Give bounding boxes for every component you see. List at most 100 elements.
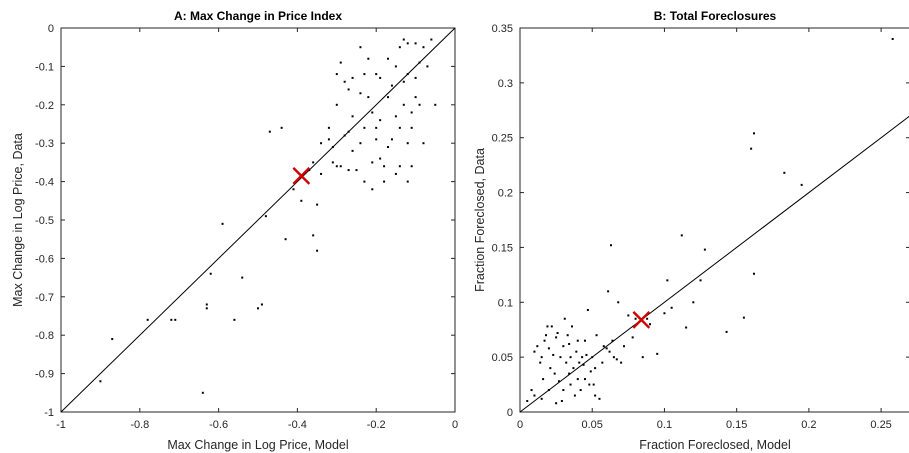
reference-line-45deg	[519, 115, 909, 413]
data-point	[558, 380, 560, 383]
data-point	[753, 272, 755, 275]
data-point	[576, 339, 579, 342]
data-point	[201, 391, 204, 394]
mean-marker-stroke-2	[632, 310, 651, 329]
data-point	[343, 80, 346, 83]
data-point	[617, 301, 620, 304]
data-point	[379, 76, 382, 79]
data-point	[547, 389, 550, 392]
data-point	[335, 73, 338, 76]
data-point	[584, 378, 586, 381]
data-point	[406, 180, 409, 183]
data-point	[579, 389, 582, 392]
data-point	[536, 345, 539, 348]
y-tick-label: 0.15	[492, 242, 513, 254]
data-point	[402, 38, 405, 41]
data-point	[398, 165, 401, 168]
data-point	[680, 234, 683, 237]
y-tick-label: -0.5	[35, 215, 54, 227]
data-point	[646, 317, 649, 320]
data-point	[623, 345, 625, 348]
data-point	[292, 188, 295, 191]
data-point	[347, 169, 350, 172]
data-point	[390, 84, 393, 87]
data-point	[649, 323, 651, 326]
data-point	[559, 356, 562, 359]
y-tick-label: -0.6	[35, 253, 54, 265]
data-point	[398, 126, 401, 129]
data-point	[598, 397, 601, 400]
data-point	[406, 73, 409, 76]
panel-a-y-label: Max Change in Log Price, Data	[11, 133, 25, 307]
data-point	[725, 330, 728, 333]
data-point	[410, 111, 413, 114]
data-point	[627, 314, 630, 317]
data-point	[359, 46, 362, 49]
data-point	[610, 244, 612, 247]
data-point	[594, 367, 597, 370]
data-point	[589, 370, 592, 373]
data-point	[327, 138, 330, 141]
data-point	[546, 325, 549, 328]
data-point	[418, 103, 421, 106]
panel-a-mean-marker	[292, 166, 311, 185]
panel-b-ticks: 0 0.05 0.1 0.15 0.2 0.25 0 0.05 0.1 0.15 0.2 0.25 0.…	[492, 23, 909, 431]
data-point	[663, 312, 666, 315]
data-point	[573, 394, 576, 397]
y-tick-label: 0	[507, 407, 513, 419]
panel-a-ticks: -1 -0.8 -0.6 -0.4 -0.2 0 -1 -0.9 -0.8 -0.7 -0.6 -0.…	[35, 23, 458, 431]
data-point	[363, 126, 366, 129]
data-point	[608, 350, 611, 353]
data-point	[563, 317, 566, 320]
data-point	[375, 126, 378, 129]
y-tick-label: 0.35	[492, 23, 513, 35]
data-point	[327, 126, 330, 129]
data-point	[540, 397, 543, 400]
x-tick-label: -0.4	[288, 419, 307, 431]
data-point	[335, 103, 338, 106]
data-point	[571, 325, 573, 328]
data-point	[379, 157, 382, 160]
data-point	[316, 249, 319, 252]
data-point	[556, 332, 559, 335]
data-point	[685, 326, 688, 329]
data-point	[670, 306, 673, 309]
y-tick-label: -1	[44, 407, 54, 419]
data-point	[414, 96, 417, 99]
data-point	[611, 339, 614, 342]
panel-b-reference-line	[519, 115, 909, 413]
data-point	[582, 363, 585, 366]
data-point	[560, 400, 563, 403]
data-point	[339, 61, 342, 64]
data-point	[339, 165, 342, 168]
y-tick-label: -0.7	[35, 292, 54, 304]
data-point	[241, 276, 244, 279]
panel-b-x-label: Fraction Foreclosed, Model	[639, 438, 790, 452]
data-point	[233, 318, 236, 321]
y-tick-label: 0.3	[498, 78, 513, 90]
data-point	[209, 272, 212, 275]
data-point	[312, 161, 315, 164]
data-point	[891, 37, 894, 40]
data-point	[562, 389, 565, 392]
data-point	[595, 334, 598, 337]
data-point	[406, 142, 409, 145]
x-tick-label: 0	[452, 419, 458, 431]
data-point	[568, 342, 571, 345]
data-point	[576, 378, 579, 381]
data-point	[594, 394, 597, 397]
data-point	[387, 57, 390, 60]
data-point	[572, 367, 575, 370]
data-point	[692, 301, 695, 304]
panel-b-points	[526, 37, 894, 405]
data-point	[221, 222, 224, 225]
panel-b-mean-marker	[632, 310, 651, 329]
panel-b-foreclosures: B: Total Foreclosures 0 0.05 0.1 0.15 0.2 0.2…	[473, 9, 909, 452]
data-point	[280, 126, 283, 129]
data-point	[268, 130, 271, 133]
y-tick-label: -0.1	[35, 61, 54, 73]
data-point	[581, 356, 584, 359]
data-point	[390, 138, 393, 141]
data-point	[526, 400, 529, 403]
data-point	[552, 353, 555, 356]
